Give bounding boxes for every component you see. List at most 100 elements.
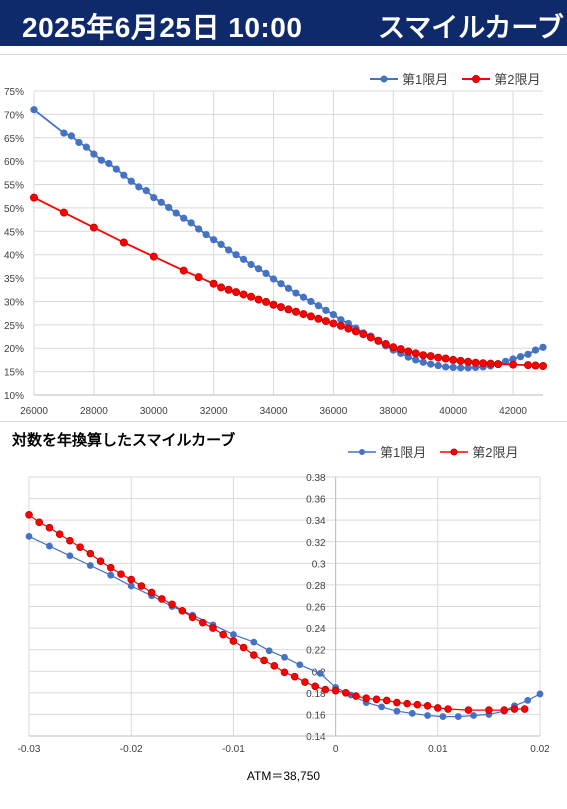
series-2-point	[280, 668, 289, 677]
chart2-legend: 第1限月 第2限月	[334, 442, 518, 461]
series-2-point	[314, 314, 323, 323]
series-2-point	[45, 523, 54, 532]
y-tick-label: 50%	[4, 204, 24, 215]
series-2-point	[217, 283, 226, 292]
series-2-point	[262, 297, 271, 306]
series-2-point	[96, 557, 105, 565]
series-1-point	[434, 361, 442, 370]
legend2-item-series1: 第1限月	[348, 442, 426, 461]
series-1-point	[536, 690, 544, 698]
series-2-point	[178, 607, 187, 615]
series-1-point	[316, 670, 324, 677]
series-2-point	[35, 518, 44, 527]
legend2-item-series2: 第2限月	[440, 442, 518, 461]
series-1-point	[299, 293, 308, 301]
legend-label-series2: 第2限月	[494, 72, 541, 87]
series-1-point	[217, 240, 225, 249]
series-1-point	[393, 707, 401, 715]
series-1-point	[464, 364, 472, 372]
series-2-point	[413, 700, 422, 709]
series-2-point	[59, 208, 68, 217]
header-title: スマイルカーブ	[378, 13, 564, 43]
series-1-point	[516, 353, 525, 361]
series-1-point	[254, 265, 263, 273]
series-2-point	[329, 319, 338, 328]
series-2-point	[344, 324, 353, 333]
series-1-point	[75, 138, 83, 147]
series-2-point	[25, 510, 33, 519]
x-tick-label: 32000	[200, 406, 228, 417]
legend2-marker-series1-icon	[348, 448, 376, 455]
y-tick-label: 55%	[4, 181, 24, 192]
x-tick-label: 40000	[439, 406, 467, 417]
series-2-point	[500, 706, 509, 714]
legend-marker-series1-icon	[370, 75, 398, 82]
series-1-point	[419, 358, 427, 366]
x-tick-label: 0	[333, 744, 339, 755]
series-1-point	[337, 316, 345, 324]
chart2-title: 対数を年換算したスマイルカーブ	[12, 432, 236, 449]
series-2-point	[55, 530, 64, 538]
y-tick-label: 30%	[4, 297, 24, 308]
series-2-point	[351, 327, 360, 336]
y-tick-label: 0.34	[306, 516, 326, 527]
x-tick-label: 42000	[499, 406, 527, 417]
series-2-point	[270, 662, 279, 670]
series-2-point	[381, 340, 390, 349]
series-1-point	[66, 552, 74, 560]
series-2-point	[464, 706, 473, 714]
y-tick-label: 0.28	[306, 581, 326, 592]
header-date-time: 2025年6月25日 10:00	[22, 12, 303, 43]
y-tick-label: 0.32	[306, 538, 326, 549]
series-1-point	[60, 129, 68, 137]
y-tick-label: 70%	[4, 110, 24, 121]
series-2-point	[291, 307, 300, 316]
series-2-point	[117, 570, 125, 578]
series-2-point	[229, 637, 238, 645]
series-1-point	[67, 132, 76, 140]
y-tick-label: 25%	[4, 321, 24, 332]
series-1-point	[470, 712, 477, 719]
y-tick-label: 45%	[4, 227, 24, 238]
series-2-point	[158, 595, 166, 603]
series-1-point	[239, 255, 248, 263]
series-2-point	[411, 349, 420, 358]
series-2-point	[239, 643, 248, 652]
series-2-point	[29, 193, 38, 202]
x-tick-label: 26000	[20, 406, 48, 417]
series-2-point	[434, 353, 443, 362]
y-tick-label: 20%	[4, 344, 24, 355]
series-2-point	[342, 689, 350, 697]
y-tick-label: 15%	[4, 368, 24, 379]
series-2-point	[374, 336, 383, 345]
x-tick-label: -0.03	[18, 744, 41, 755]
series-1-line	[33, 108, 544, 369]
series-2-point	[119, 238, 128, 247]
series-2-point	[260, 656, 268, 665]
series-2-point	[524, 361, 533, 370]
series-1-point	[165, 203, 173, 212]
series-1-point	[127, 177, 135, 185]
series-2-point	[396, 345, 405, 354]
series-1-point	[187, 219, 195, 227]
series-1-point	[225, 246, 233, 254]
chart1-legend: 第1限月 第2限月	[356, 69, 540, 88]
y-tick-label: 0.36	[306, 495, 326, 506]
y-tick-label: 0.24	[306, 624, 326, 635]
series-1-point	[150, 194, 158, 202]
series-1-point	[250, 638, 258, 646]
series-2-point	[179, 266, 188, 275]
series-1-point	[265, 647, 273, 655]
series-1-point	[127, 582, 135, 590]
series-2-point	[509, 360, 518, 369]
legend-item-series2: 第2限月	[462, 69, 540, 88]
series-1-point	[142, 187, 150, 195]
series-1-point	[454, 713, 462, 720]
y-tick-label: 40%	[4, 251, 24, 262]
series-2-point	[366, 333, 375, 342]
series-1-point	[509, 355, 517, 363]
x-tick-label: -0.02	[120, 744, 143, 755]
series-2-point	[321, 317, 330, 326]
series-1-point	[105, 159, 113, 168]
series-1-point	[157, 198, 165, 206]
